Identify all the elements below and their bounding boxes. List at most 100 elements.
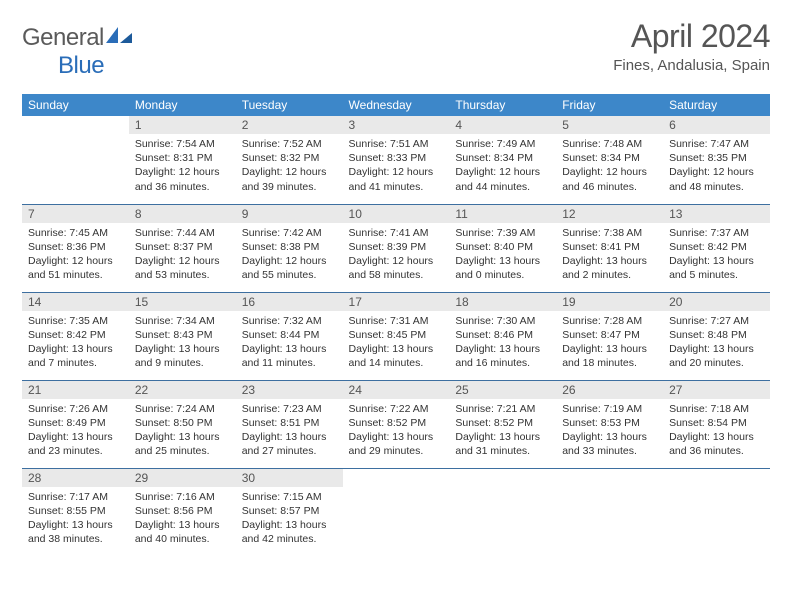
month-title: April 2024 <box>613 18 770 55</box>
day-content: Sunrise: 7:30 AMSunset: 8:46 PMDaylight:… <box>449 311 556 375</box>
day-number: 2 <box>236 116 343 134</box>
day-number: 21 <box>22 381 129 399</box>
weekday-header: Saturday <box>663 94 770 116</box>
day-content: Sunrise: 7:32 AMSunset: 8:44 PMDaylight:… <box>236 311 343 375</box>
calendar-day-cell: 7Sunrise: 7:45 AMSunset: 8:36 PMDaylight… <box>22 204 129 292</box>
calendar-day-cell: 18Sunrise: 7:30 AMSunset: 8:46 PMDayligh… <box>449 292 556 380</box>
day-number: 19 <box>556 293 663 311</box>
day-number: 29 <box>129 469 236 487</box>
calendar-week-row: 14Sunrise: 7:35 AMSunset: 8:42 PMDayligh… <box>22 292 770 380</box>
day-content: Sunrise: 7:47 AMSunset: 8:35 PMDaylight:… <box>663 134 770 198</box>
day-content: Sunrise: 7:26 AMSunset: 8:49 PMDaylight:… <box>22 399 129 463</box>
logo-word-blue: Blue <box>58 52 104 79</box>
calendar-body: ..1Sunrise: 7:54 AMSunset: 8:31 PMDaylig… <box>22 116 770 556</box>
day-number: 22 <box>129 381 236 399</box>
calendar-day-cell: .. <box>556 468 663 556</box>
day-content: Sunrise: 7:16 AMSunset: 8:56 PMDaylight:… <box>129 487 236 551</box>
day-content: Sunrise: 7:34 AMSunset: 8:43 PMDaylight:… <box>129 311 236 375</box>
day-content: Sunrise: 7:31 AMSunset: 8:45 PMDaylight:… <box>343 311 450 375</box>
day-content: Sunrise: 7:35 AMSunset: 8:42 PMDaylight:… <box>22 311 129 375</box>
calendar-week-row: ..1Sunrise: 7:54 AMSunset: 8:31 PMDaylig… <box>22 116 770 204</box>
day-number: 1 <box>129 116 236 134</box>
day-content: Sunrise: 7:44 AMSunset: 8:37 PMDaylight:… <box>129 223 236 287</box>
calendar-day-cell: .. <box>663 468 770 556</box>
day-content: Sunrise: 7:41 AMSunset: 8:39 PMDaylight:… <box>343 223 450 287</box>
day-content: Sunrise: 7:17 AMSunset: 8:55 PMDaylight:… <box>22 487 129 551</box>
calendar-header-row: SundayMondayTuesdayWednesdayThursdayFrid… <box>22 94 770 116</box>
calendar-day-cell: 15Sunrise: 7:34 AMSunset: 8:43 PMDayligh… <box>129 292 236 380</box>
day-number: 4 <box>449 116 556 134</box>
day-number: 30 <box>236 469 343 487</box>
calendar-day-cell: 11Sunrise: 7:39 AMSunset: 8:40 PMDayligh… <box>449 204 556 292</box>
calendar-day-cell: 12Sunrise: 7:38 AMSunset: 8:41 PMDayligh… <box>556 204 663 292</box>
day-number: 8 <box>129 205 236 223</box>
weekday-header: Sunday <box>22 94 129 116</box>
day-content: Sunrise: 7:18 AMSunset: 8:54 PMDaylight:… <box>663 399 770 463</box>
day-number: 26 <box>556 381 663 399</box>
day-number: 11 <box>449 205 556 223</box>
calendar-day-cell: 14Sunrise: 7:35 AMSunset: 8:42 PMDayligh… <box>22 292 129 380</box>
day-number: 23 <box>236 381 343 399</box>
logo-sail-icon <box>106 27 132 45</box>
logo: General Blue <box>22 24 132 80</box>
title-block: April 2024 Fines, Andalusia, Spain <box>613 18 770 74</box>
calendar-day-cell: 19Sunrise: 7:28 AMSunset: 8:47 PMDayligh… <box>556 292 663 380</box>
day-content: Sunrise: 7:51 AMSunset: 8:33 PMDaylight:… <box>343 134 450 198</box>
day-content: Sunrise: 7:54 AMSunset: 8:31 PMDaylight:… <box>129 134 236 198</box>
day-content: Sunrise: 7:38 AMSunset: 8:41 PMDaylight:… <box>556 223 663 287</box>
calendar-day-cell: 22Sunrise: 7:24 AMSunset: 8:50 PMDayligh… <box>129 380 236 468</box>
calendar-day-cell: 26Sunrise: 7:19 AMSunset: 8:53 PMDayligh… <box>556 380 663 468</box>
day-content: Sunrise: 7:28 AMSunset: 8:47 PMDaylight:… <box>556 311 663 375</box>
day-number: 12 <box>556 205 663 223</box>
weekday-header: Tuesday <box>236 94 343 116</box>
day-content: Sunrise: 7:39 AMSunset: 8:40 PMDaylight:… <box>449 223 556 287</box>
calendar-day-cell: 8Sunrise: 7:44 AMSunset: 8:37 PMDaylight… <box>129 204 236 292</box>
calendar-day-cell: 3Sunrise: 7:51 AMSunset: 8:33 PMDaylight… <box>343 116 450 204</box>
day-content: Sunrise: 7:48 AMSunset: 8:34 PMDaylight:… <box>556 134 663 198</box>
calendar-week-row: 21Sunrise: 7:26 AMSunset: 8:49 PMDayligh… <box>22 380 770 468</box>
weekday-header: Thursday <box>449 94 556 116</box>
day-content: Sunrise: 7:15 AMSunset: 8:57 PMDaylight:… <box>236 487 343 551</box>
day-content: Sunrise: 7:23 AMSunset: 8:51 PMDaylight:… <box>236 399 343 463</box>
calendar-day-cell: 1Sunrise: 7:54 AMSunset: 8:31 PMDaylight… <box>129 116 236 204</box>
day-content: Sunrise: 7:42 AMSunset: 8:38 PMDaylight:… <box>236 223 343 287</box>
day-number: 5 <box>556 116 663 134</box>
calendar-day-cell: 20Sunrise: 7:27 AMSunset: 8:48 PMDayligh… <box>663 292 770 380</box>
logo-word-general: General <box>22 24 104 51</box>
day-number: 3 <box>343 116 450 134</box>
calendar-day-cell: 27Sunrise: 7:18 AMSunset: 8:54 PMDayligh… <box>663 380 770 468</box>
header: General Blue April 2024 Fines, Andalusia… <box>22 18 770 80</box>
day-number: 27 <box>663 381 770 399</box>
calendar-day-cell: 28Sunrise: 7:17 AMSunset: 8:55 PMDayligh… <box>22 468 129 556</box>
day-content: Sunrise: 7:24 AMSunset: 8:50 PMDaylight:… <box>129 399 236 463</box>
calendar-day-cell: 23Sunrise: 7:23 AMSunset: 8:51 PMDayligh… <box>236 380 343 468</box>
day-content: Sunrise: 7:49 AMSunset: 8:34 PMDaylight:… <box>449 134 556 198</box>
day-content: Sunrise: 7:19 AMSunset: 8:53 PMDaylight:… <box>556 399 663 463</box>
day-number: 18 <box>449 293 556 311</box>
calendar-day-cell: 9Sunrise: 7:42 AMSunset: 8:38 PMDaylight… <box>236 204 343 292</box>
day-content: Sunrise: 7:52 AMSunset: 8:32 PMDaylight:… <box>236 134 343 198</box>
day-number: 25 <box>449 381 556 399</box>
weekday-header: Monday <box>129 94 236 116</box>
day-content: Sunrise: 7:22 AMSunset: 8:52 PMDaylight:… <box>343 399 450 463</box>
calendar-table: SundayMondayTuesdayWednesdayThursdayFrid… <box>22 94 770 556</box>
day-number: 20 <box>663 293 770 311</box>
calendar-day-cell: 13Sunrise: 7:37 AMSunset: 8:42 PMDayligh… <box>663 204 770 292</box>
calendar-day-cell: 6Sunrise: 7:47 AMSunset: 8:35 PMDaylight… <box>663 116 770 204</box>
calendar-day-cell: 30Sunrise: 7:15 AMSunset: 8:57 PMDayligh… <box>236 468 343 556</box>
calendar-day-cell: 16Sunrise: 7:32 AMSunset: 8:44 PMDayligh… <box>236 292 343 380</box>
calendar-day-cell: 17Sunrise: 7:31 AMSunset: 8:45 PMDayligh… <box>343 292 450 380</box>
location-text: Fines, Andalusia, Spain <box>613 57 770 74</box>
calendar-day-cell: 24Sunrise: 7:22 AMSunset: 8:52 PMDayligh… <box>343 380 450 468</box>
weekday-header: Wednesday <box>343 94 450 116</box>
day-number: 28 <box>22 469 129 487</box>
calendar-day-cell: .. <box>22 116 129 204</box>
calendar-day-cell: 29Sunrise: 7:16 AMSunset: 8:56 PMDayligh… <box>129 468 236 556</box>
calendar-day-cell: 2Sunrise: 7:52 AMSunset: 8:32 PMDaylight… <box>236 116 343 204</box>
day-number: 7 <box>22 205 129 223</box>
logo-text: General Blue <box>22 24 132 80</box>
day-number: 14 <box>22 293 129 311</box>
day-number: 24 <box>343 381 450 399</box>
calendar-day-cell: 5Sunrise: 7:48 AMSunset: 8:34 PMDaylight… <box>556 116 663 204</box>
day-content: Sunrise: 7:27 AMSunset: 8:48 PMDaylight:… <box>663 311 770 375</box>
